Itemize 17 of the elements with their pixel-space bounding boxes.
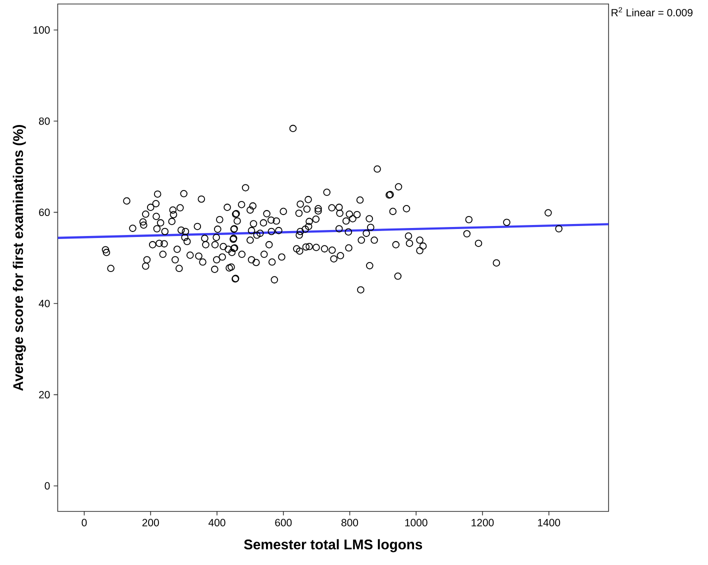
x-tick-label: 200 xyxy=(142,518,159,526)
y-axis-title: Average score for first examinations (%) xyxy=(12,124,26,391)
y-tick-label: 80 xyxy=(39,117,50,125)
x-tick-label: 800 xyxy=(341,518,358,526)
x-tick-label: 600 xyxy=(275,518,292,526)
y-tick-label: 100 xyxy=(34,26,50,34)
x-tick-label: 1200 xyxy=(472,518,494,526)
y-tick-label: 40 xyxy=(38,300,50,308)
x-axis-title: Semester total LMS logons xyxy=(244,539,422,552)
x-tick-label: 1400 xyxy=(538,518,560,526)
y-tick-label: 20 xyxy=(39,390,50,398)
y-tick-label: 60 xyxy=(39,208,50,216)
x-tick-label: 400 xyxy=(208,518,226,526)
text: R$^{2}$ Linear = 0.009 xyxy=(612,7,692,16)
y-tick-label: 0 xyxy=(44,482,50,490)
x-tick-label: 0 xyxy=(82,518,87,526)
x-tick-label: 1000 xyxy=(405,518,428,526)
